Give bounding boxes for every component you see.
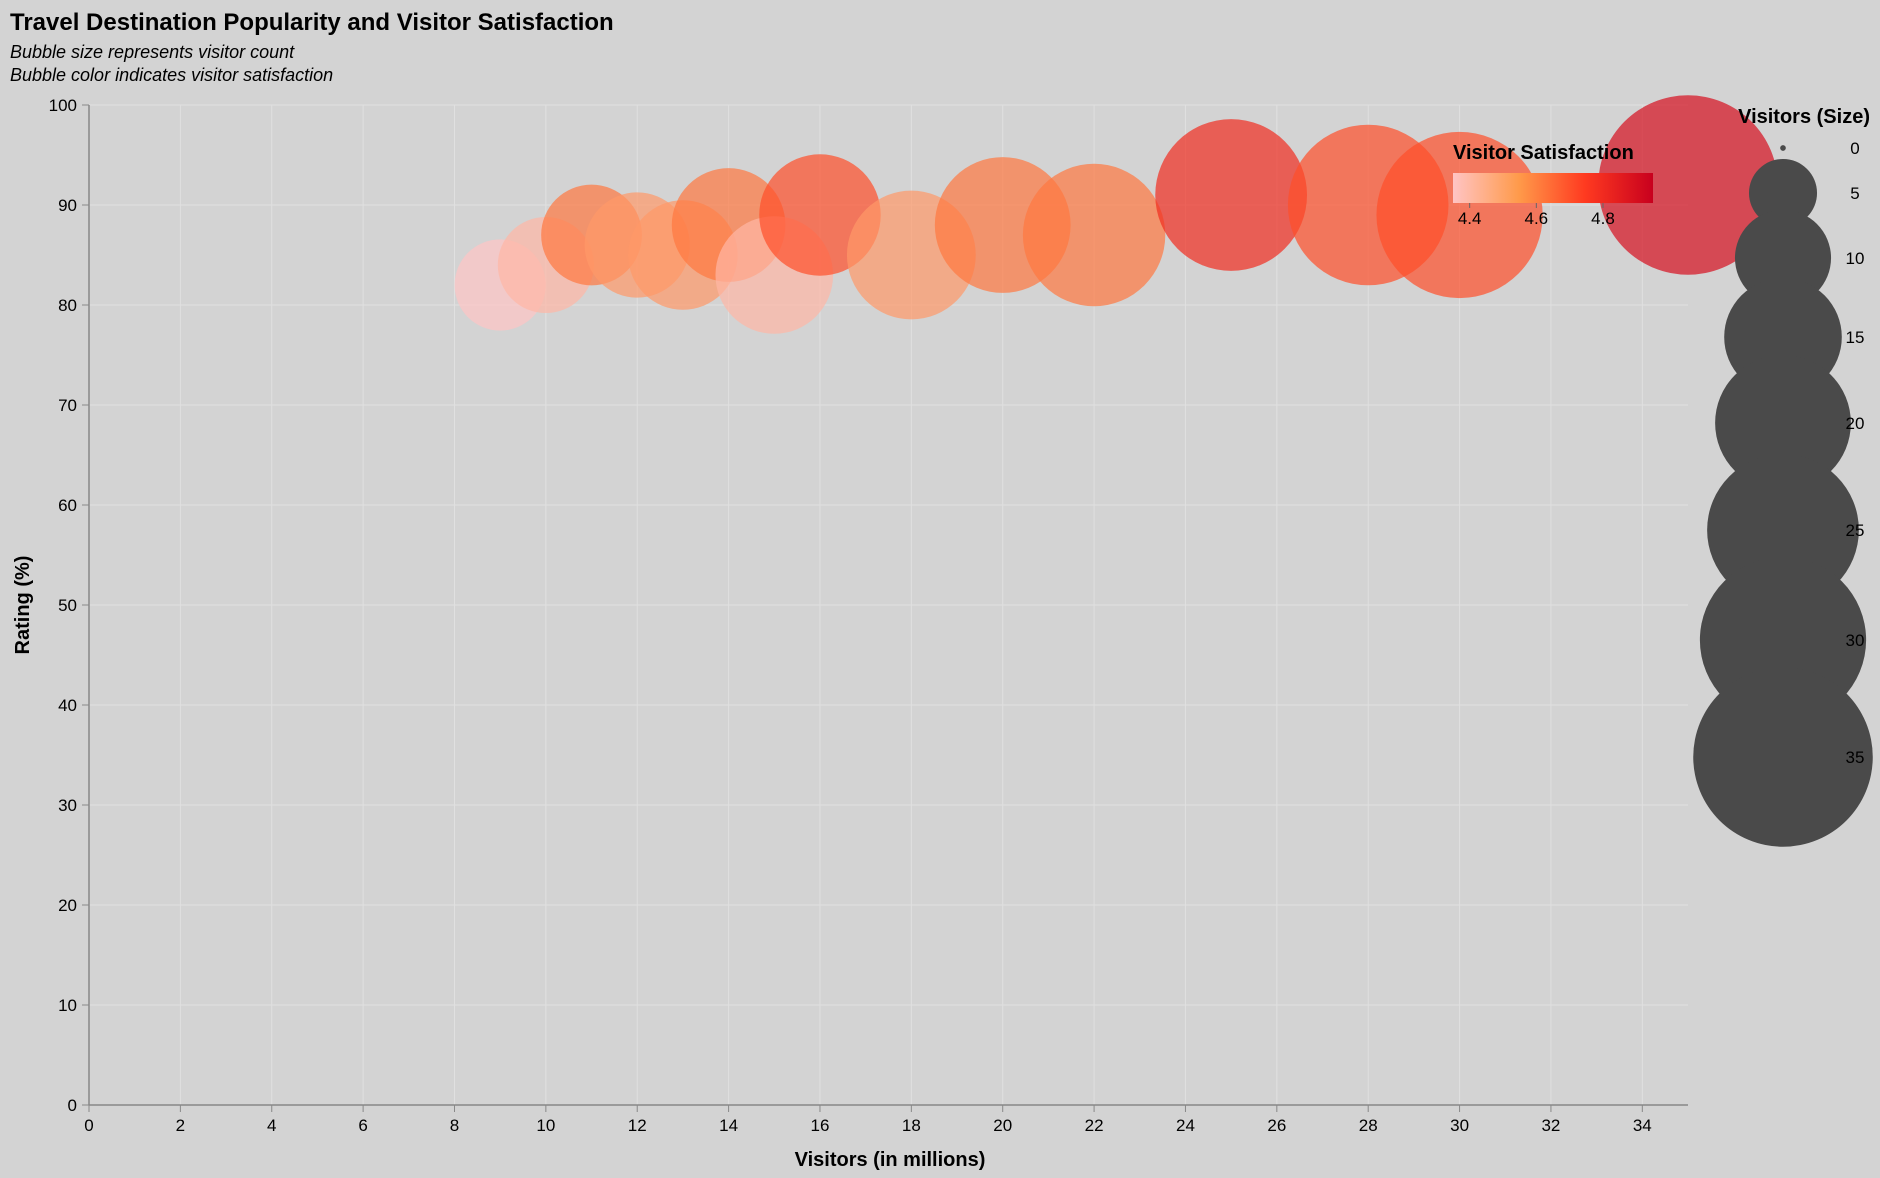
y-tick-label: 20: [58, 896, 77, 915]
size-legend-title: Visitors (Size): [1738, 106, 1870, 128]
bubbles: [454, 95, 1778, 334]
y-tick-label: 80: [58, 296, 77, 315]
x-tick-label: 34: [1633, 1116, 1652, 1135]
x-tick-label: 32: [1541, 1116, 1560, 1135]
size-legend: Visitors (Size) 0 5 10 15 20 25 30 35: [1693, 106, 1873, 847]
size-legend-label: 15: [1846, 328, 1865, 347]
x-tick-label: 0: [84, 1116, 93, 1135]
color-legend-tick-label: 4.6: [1525, 209, 1549, 228]
y-tick-label: 70: [58, 396, 77, 415]
x-tick-label: 4: [267, 1116, 276, 1135]
color-legend-tick-label: 4.4: [1458, 209, 1482, 228]
size-legend-bubble: [1693, 667, 1873, 847]
color-legend-title: Visitor Satisfaction: [1453, 142, 1634, 164]
y-tick-label: 50: [58, 596, 77, 615]
size-legend-label: 30: [1846, 631, 1865, 650]
x-tick-label: 20: [993, 1116, 1012, 1135]
x-axis-title: Visitors (in millions): [795, 1149, 986, 1171]
y-axis-title: Rating (%): [12, 556, 34, 655]
y-tick-label: 0: [68, 1096, 77, 1115]
y-tick-label: 90: [58, 196, 77, 215]
size-legend-label: 5: [1850, 184, 1859, 203]
size-legend-label: 20: [1846, 414, 1865, 433]
x-tick-label: 2: [176, 1116, 185, 1135]
y-tick-label: 30: [58, 796, 77, 815]
x-tick-label: 10: [536, 1116, 555, 1135]
y-tick-label: 40: [58, 696, 77, 715]
size-legend-bubble: [1748, 158, 1818, 228]
x-tick-label: 28: [1359, 1116, 1378, 1135]
x-tick-label: 12: [628, 1116, 647, 1135]
axes: 0 2 4 6 8 10 12 14 16 18 20 22 24 26 28 30 32 34010203040…: [49, 96, 1688, 1135]
data-bubble: [1155, 119, 1308, 271]
size-legend-bubble: [1734, 209, 1832, 307]
y-tick-label: 10: [58, 996, 77, 1015]
x-tick-label: 8: [450, 1116, 459, 1135]
data-bubble: [1022, 163, 1166, 307]
color-legend-tick-label: 4.8: [1591, 209, 1615, 228]
data-bubble: [1598, 95, 1778, 275]
size-legend-bubble: [1715, 355, 1851, 491]
color-legend: Visitor Satisfaction 4.4 4.6 4.8: [1453, 142, 1653, 228]
x-tick-label: 14: [719, 1116, 738, 1135]
x-tick-label: 30: [1450, 1116, 1469, 1135]
x-tick-label: 18: [902, 1116, 921, 1135]
y-tick-label: 60: [58, 496, 77, 515]
size-legend-label: 10: [1846, 249, 1865, 268]
x-tick-label: 22: [1085, 1116, 1104, 1135]
size-legend-bubble: [1780, 145, 1786, 151]
chart-title: Travel Destination Popularity and Visito…: [10, 9, 614, 36]
y-tick-label: 100: [49, 96, 77, 115]
size-legend-label: 0: [1850, 139, 1859, 158]
x-tick-label: 24: [1176, 1116, 1195, 1135]
x-tick-label: 26: [1267, 1116, 1286, 1135]
color-legend-gradient: [1453, 173, 1653, 203]
x-tick-label: 16: [811, 1116, 830, 1135]
chart-subtitle-2: Bubble color indicates visitor satisfact…: [10, 65, 333, 85]
size-legend-label: 25: [1846, 521, 1865, 540]
x-tick-label: 6: [358, 1116, 367, 1135]
chart-subtitle-1: Bubble size represents visitor count: [10, 42, 295, 62]
size-legend-label: 35: [1846, 748, 1865, 767]
